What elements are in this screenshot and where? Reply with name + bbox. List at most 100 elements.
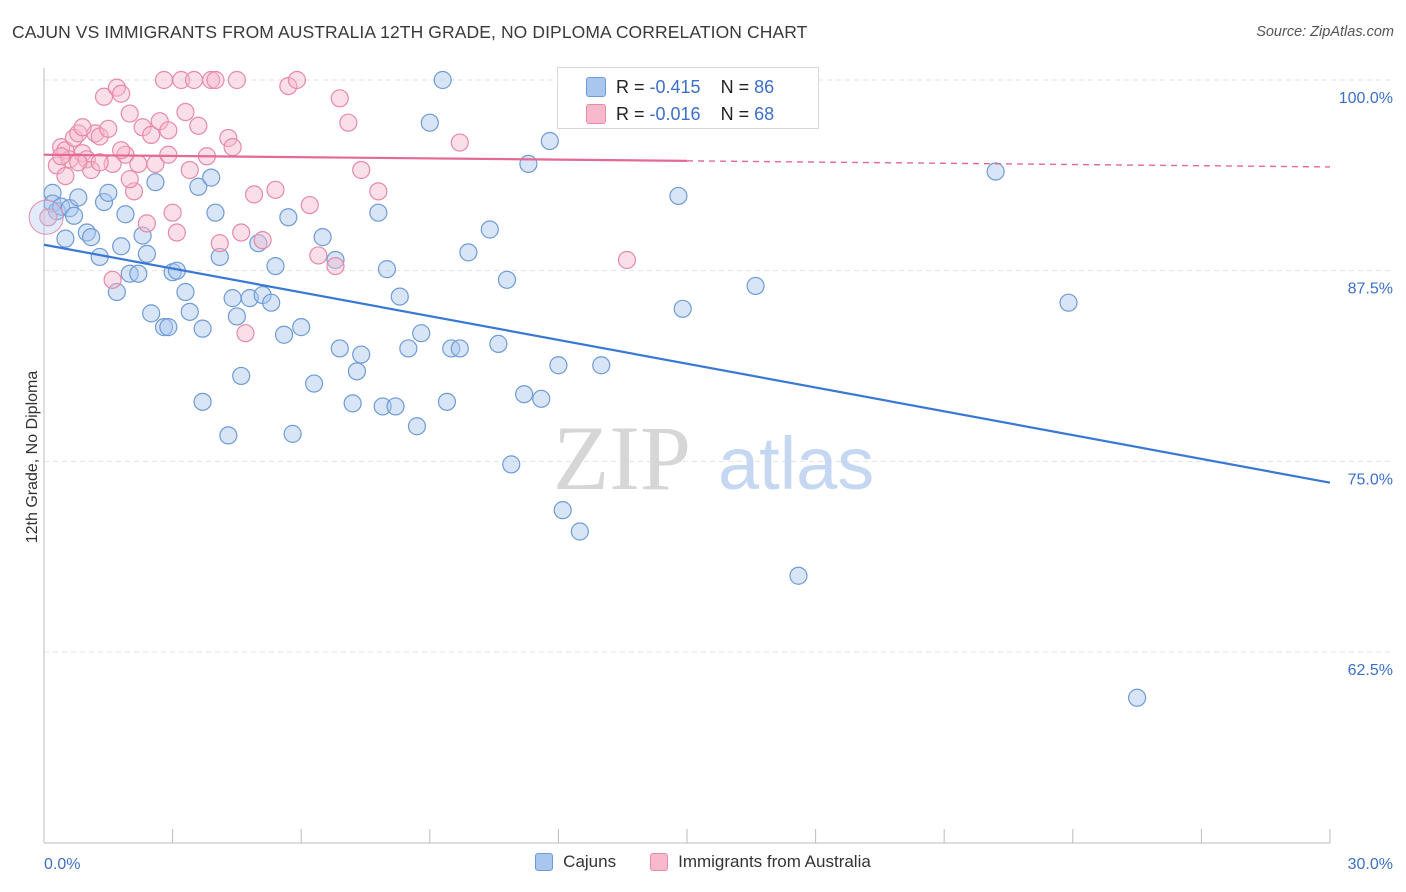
point-australia-40 — [227, 70, 246, 90]
point-australia-23 — [142, 125, 161, 145]
point-australia-29 — [167, 223, 186, 242]
point-cajuns-84 — [986, 162, 1005, 181]
point-australia-48 — [300, 195, 319, 215]
point-australia-47 — [287, 70, 307, 90]
point-australia-58 — [103, 270, 122, 289]
point-cajuns-57 — [386, 397, 405, 416]
point-cajuns-67 — [459, 243, 478, 262]
point-cajuns-72 — [515, 385, 534, 404]
axes — [43, 68, 1331, 844]
point-australia-13 — [99, 119, 118, 138]
point-cajuns-55 — [373, 397, 392, 416]
point-australia-57 — [617, 250, 637, 270]
point-cajuns-61 — [412, 324, 431, 343]
y-tick-label-0: 62.5% — [1348, 662, 1393, 679]
chart-title: CAJUN VS IMMIGRANTS FROM AUSTRALIA 12TH … — [12, 22, 808, 42]
legend-swatch-cajuns — [586, 77, 606, 97]
point-cajuns-70 — [497, 270, 517, 289]
point-cajuns-17 — [129, 264, 148, 283]
point-cajuns-56 — [377, 260, 397, 279]
point-cajuns-66 — [450, 339, 469, 358]
point-cajuns-34 — [219, 426, 238, 445]
point-cajuns-78 — [570, 522, 589, 541]
correlation-legend: R = -0.415 N = 86 R = -0.016 N = 68 — [557, 67, 819, 129]
point-australia-38 — [219, 128, 238, 148]
point-cajuns-33 — [210, 247, 229, 267]
y-axis-title: 12th Grade, No Diploma — [24, 371, 41, 544]
point-cajuns-14 — [112, 237, 131, 256]
point-australia-65 — [159, 121, 178, 140]
point-australia-50 — [326, 256, 345, 276]
point-australia-60 — [90, 153, 109, 172]
point-australia-41 — [232, 223, 251, 242]
point-cajuns-11 — [94, 192, 114, 212]
point-cajuns-31 — [202, 168, 221, 187]
point-australia-32 — [180, 160, 199, 180]
point-australia-37 — [210, 234, 229, 253]
point-cajuns-71 — [502, 455, 521, 474]
point-cajuns-77 — [553, 501, 572, 520]
point-australia-44 — [253, 231, 272, 250]
legend-text-cajuns: R = -0.415 N = 86 — [616, 76, 775, 97]
n-value-australia: 68 — [754, 103, 775, 124]
point-australia-22 — [137, 214, 156, 233]
point-australia-36 — [206, 70, 225, 90]
legend-item-cajuns[interactable]: Cajuns — [535, 852, 616, 872]
series-legend: Cajuns Immigrants from Australia — [0, 852, 1406, 872]
point-cajuns-27 — [180, 302, 199, 321]
point-australia-28 — [163, 203, 182, 222]
point-australia-55 — [450, 133, 469, 152]
watermark-zip: ZIP — [553, 407, 691, 509]
gridlines — [44, 79, 1390, 653]
legend-label-cajuns: Cajuns — [563, 852, 617, 871]
point-cajuns-6 — [64, 206, 84, 225]
point-australia-31 — [176, 102, 195, 122]
point-cajuns-37 — [232, 366, 251, 386]
point-cajuns-54 — [369, 203, 388, 222]
point-cajuns-20 — [142, 304, 161, 323]
point-cajuns-85 — [1059, 293, 1078, 312]
point-australia-20 — [129, 154, 148, 173]
point-australia-53 — [352, 160, 371, 180]
point-australia-62 — [56, 166, 75, 186]
point-australia-18 — [120, 104, 139, 123]
point-cajuns-45 — [283, 424, 302, 443]
point-cajuns-74 — [532, 389, 551, 408]
point-cajuns-43 — [274, 325, 294, 344]
point-australia-35 — [202, 70, 221, 90]
x-tick-label-1: 30.0% — [1348, 856, 1393, 873]
point-cajuns-79 — [592, 356, 611, 375]
point-cajuns-26 — [176, 282, 195, 302]
point-cajuns-21 — [146, 173, 165, 192]
point-cajuns-23 — [159, 318, 178, 337]
point-cajuns-50 — [330, 339, 349, 358]
point-cajuns-29 — [193, 392, 212, 411]
point-cajuns-28 — [189, 177, 208, 196]
point-australia-67 — [52, 147, 71, 166]
point-australia-59 — [69, 153, 88, 172]
watermark: ZIP atlas — [553, 407, 874, 509]
point-cajuns-19 — [137, 244, 156, 263]
point-australia-33 — [184, 70, 204, 90]
point-cajuns-75 — [540, 131, 559, 151]
point-cajuns-83 — [789, 566, 808, 585]
point-cajuns-52 — [347, 362, 367, 381]
point-cajuns-62 — [420, 113, 439, 132]
point-cajuns-9 — [82, 228, 101, 247]
trend-line-cajuns — [43, 243, 1331, 484]
source-credit: Source: ZipAtlas.com — [1256, 24, 1394, 40]
point-australia-51 — [330, 89, 349, 108]
point-cajuns-59 — [399, 339, 418, 358]
legend-item-australia[interactable]: Immigrants from Australia — [650, 852, 871, 872]
n-value-cajuns: 86 — [754, 76, 775, 97]
point-australia-30 — [172, 70, 191, 90]
point-cajuns-80 — [669, 186, 688, 206]
point-cajuns-68 — [480, 220, 499, 239]
trend-line-australia — [43, 153, 688, 162]
point-australia-61 — [120, 170, 139, 189]
point-australia-34 — [189, 116, 208, 135]
point-australia-49 — [309, 246, 328, 265]
r-value-australia: -0.016 — [649, 103, 701, 124]
point-cajuns-82 — [746, 276, 765, 296]
